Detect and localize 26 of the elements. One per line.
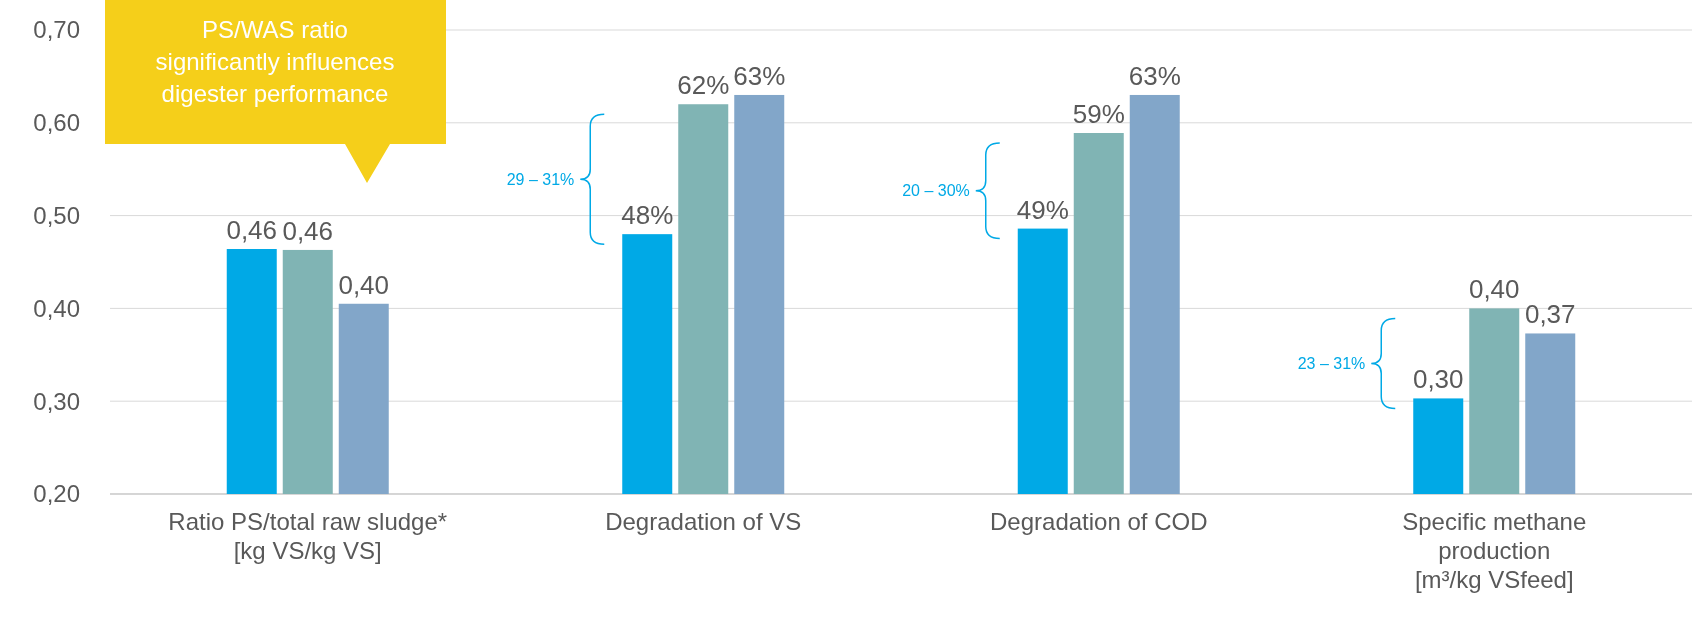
y-tick-label: 0,30: [33, 387, 80, 415]
annotation: 20 – 30%: [902, 182, 970, 200]
data-label: 49%: [1016, 194, 1069, 225]
annotation: 29 – 31%: [506, 170, 575, 188]
data-label: 62%: [677, 70, 730, 101]
y-tick-label: 0,20: [33, 480, 80, 508]
x-tick-label: Degradation of COD: [990, 508, 1208, 535]
y-tick-label: 0,70: [33, 16, 80, 44]
data-label: 0,40: [338, 269, 390, 300]
x-tick-label: Specific methane production [m³/kg VSfeed]: [1402, 508, 1587, 593]
data-label: 48%: [621, 200, 674, 231]
data-label: 63%: [733, 60, 786, 91]
annotation: PS/WAS ratio significantly influences digester performance: [155, 16, 395, 107]
data-label: 0,30: [1412, 364, 1464, 395]
data-label: 0,46: [282, 215, 334, 246]
data-label: 0,37: [1524, 299, 1576, 330]
data-label: 0,46: [226, 215, 278, 246]
annotation: 23 – 31%: [1297, 355, 1366, 373]
data-label: 59%: [1072, 99, 1125, 130]
y-tick-label: 0,60: [33, 109, 80, 137]
x-tick-label: Ratio PS/total raw sludge* [kg VS/kg VS]: [168, 508, 448, 564]
x-tick-label: Degradation of VS: [605, 508, 802, 535]
y-tick-label: 0,40: [33, 294, 80, 322]
y-tick-label: 0,50: [33, 202, 80, 229]
data-label: 63%: [1128, 60, 1181, 91]
data-label: 0,40: [1468, 274, 1520, 305]
